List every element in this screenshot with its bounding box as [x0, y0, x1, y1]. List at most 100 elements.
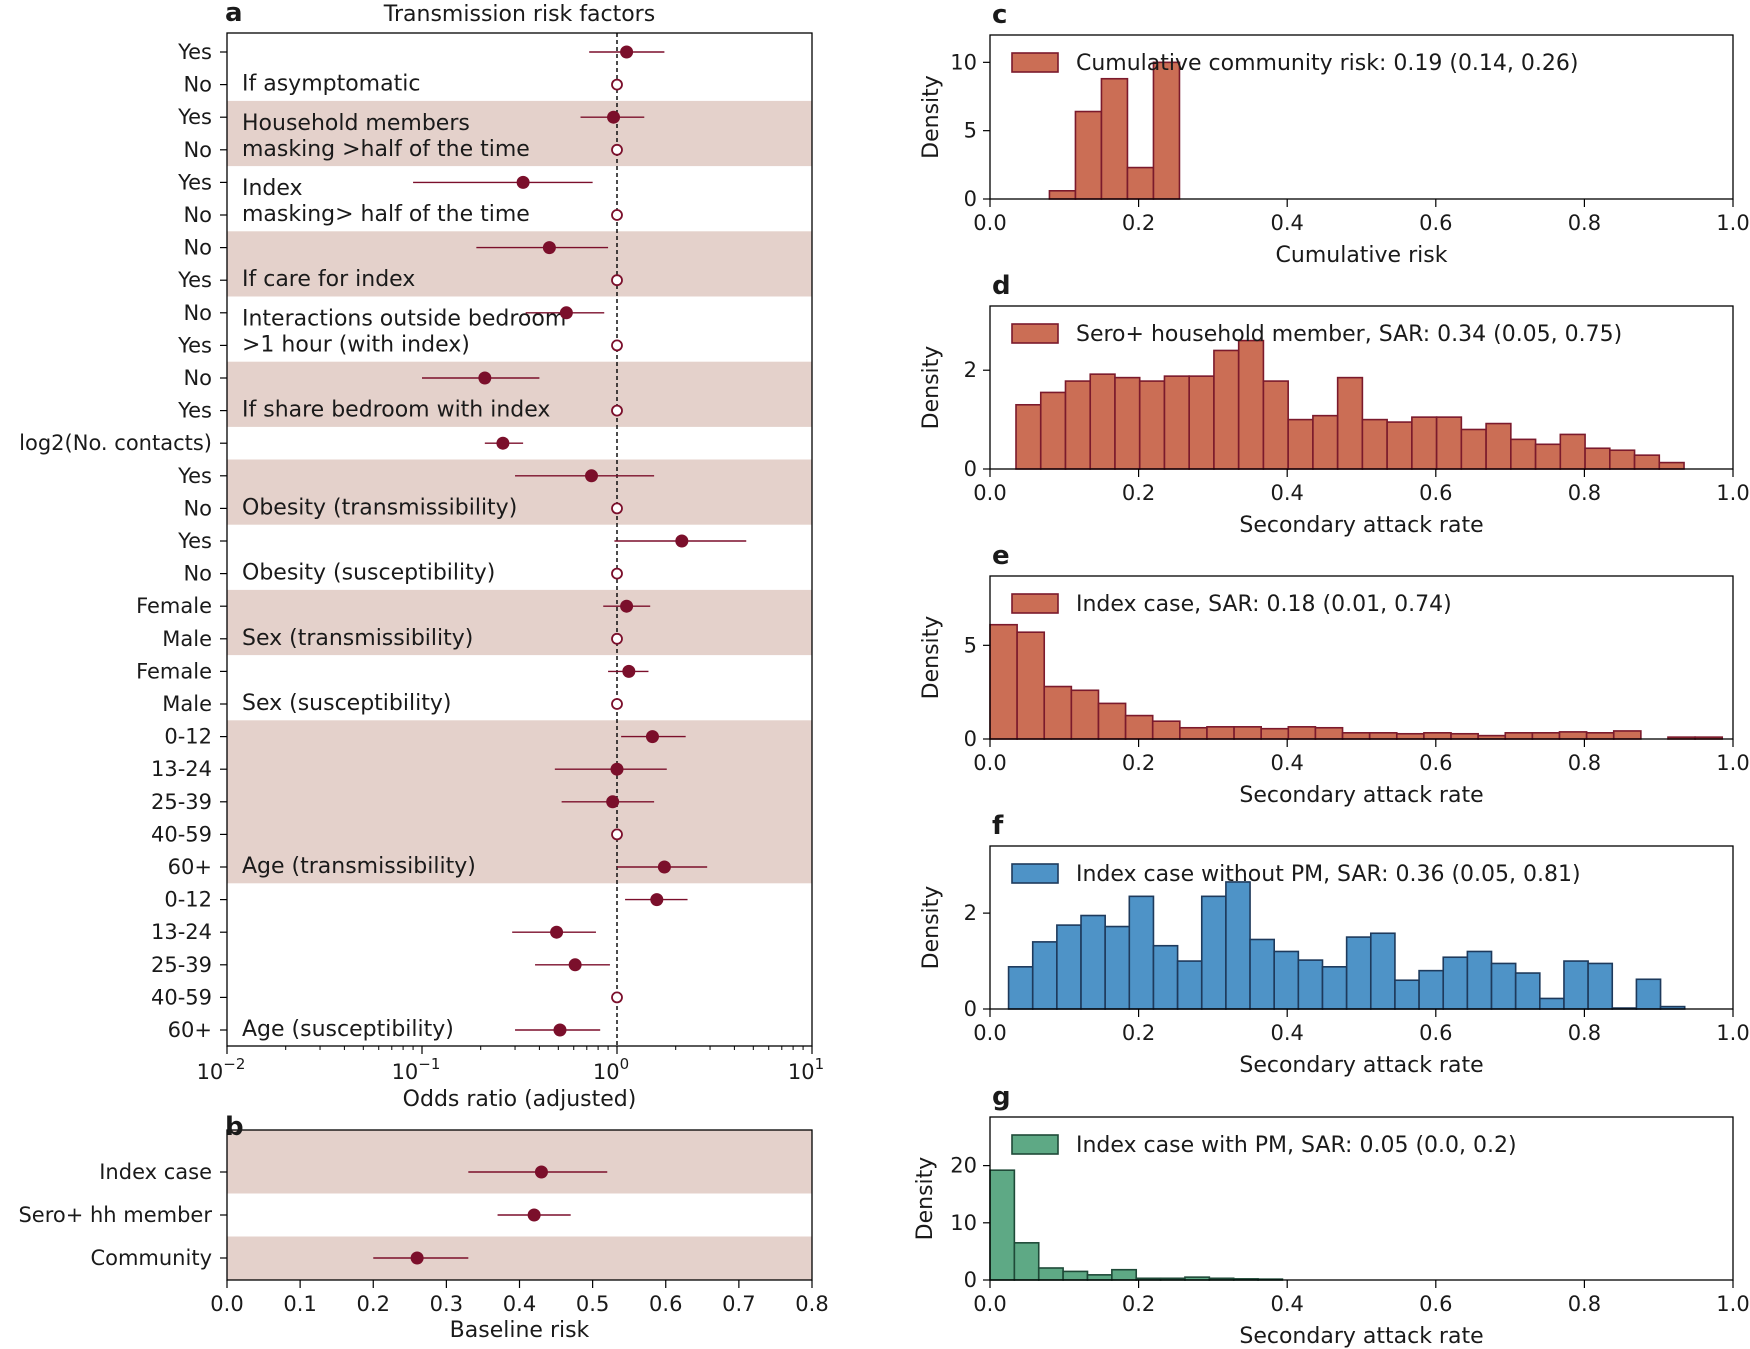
- x-axis-title: Odds ratio (adjusted): [403, 1087, 637, 1112]
- y-tick-label: 10: [950, 50, 977, 74]
- group-label-line: Obesity (transmissibility): [242, 495, 517, 520]
- x-tick-label: 0.4: [1270, 1021, 1303, 1045]
- histogram-bar: [1126, 166, 1155, 200]
- histogram-bar: [1563, 960, 1589, 1010]
- panel-e-histogram: 0 5 0.0 0.2 0.4 0.6 0.8 1.0 Secondary attack rat…: [919, 541, 1750, 808]
- reference-point: [611, 143, 623, 156]
- legend-label: Index case with PM, SAR: 0.05 (0.0, 0.2): [1076, 1133, 1517, 1158]
- panel-g-histogram: 0 10 20 0.0 0.2 0.4 0.6 0.8 1.0 Secondary attack …: [913, 1082, 1750, 1349]
- group-label: Index masking> half of the time: [242, 176, 530, 227]
- estimate-point: [516, 175, 530, 189]
- row-label: No: [183, 562, 212, 586]
- histogram-bar: [1124, 714, 1154, 740]
- group-label: If asymptomatic: [242, 72, 420, 97]
- reference-point: [611, 502, 623, 515]
- histogram-bar: [1450, 732, 1479, 740]
- histogram-bar: [1249, 938, 1275, 1010]
- histogram-bar: [1013, 1242, 1040, 1281]
- row-label: 0-12: [164, 888, 212, 912]
- group-band: [227, 100, 812, 167]
- row-label: 0-12: [164, 725, 212, 749]
- y-tick-label: 5: [964, 119, 977, 143]
- histogram-bar: [1466, 950, 1493, 1010]
- x-tick-label: 0.8: [1568, 1292, 1601, 1316]
- histogram-bar: [1260, 727, 1290, 740]
- x-axis-title: Cumulative risk: [1276, 243, 1448, 268]
- x-tick-label: 10−2: [197, 1055, 246, 1084]
- row-label: Yes: [177, 399, 212, 423]
- row-label: No: [183, 366, 212, 390]
- estimate-point: [650, 893, 664, 907]
- row-label: 60+: [168, 855, 212, 879]
- histogram-bar: [1287, 418, 1314, 470]
- tick-exponent: −1: [418, 1055, 440, 1073]
- x-tick-label: 0.5: [576, 1292, 609, 1316]
- histogram-bar: [1336, 376, 1364, 470]
- legend-label: Sero+ household member, SAR: 0.34 (0.05,…: [1076, 322, 1622, 347]
- group-label-line: Sex (transmissibility): [242, 626, 473, 651]
- histogram-bar: [1312, 414, 1339, 470]
- legend-swatch: [1011, 863, 1059, 884]
- histogram-bar: [1070, 689, 1100, 740]
- estimate-point: [622, 664, 636, 678]
- histogram-bar: [1114, 376, 1141, 470]
- estimate-point: [496, 436, 510, 450]
- x-tick-label: 0.0: [973, 751, 1006, 775]
- tick-exponent: 0: [620, 1055, 630, 1073]
- x-tick-label: 0.4: [1270, 751, 1303, 775]
- group-label: Obesity (susceptibility): [242, 561, 495, 586]
- x-tick-label: 0.8: [1568, 481, 1601, 505]
- histogram-bar: [1048, 190, 1077, 200]
- row-label: Yes: [177, 464, 212, 488]
- group-label-line: Age (susceptibility): [242, 1017, 454, 1042]
- row-label: No: [183, 301, 212, 325]
- histogram-bar: [1514, 972, 1541, 1010]
- group-label: Household members masking >half of the ti…: [242, 111, 530, 162]
- histogram-bar: [989, 623, 1018, 740]
- y-tick-label: 20: [950, 1154, 977, 1178]
- x-tick-label: 1.0: [1716, 1021, 1749, 1045]
- reference-point: [611, 274, 623, 287]
- group-label-line: masking> half of the time: [242, 202, 530, 227]
- group-band: [227, 459, 812, 525]
- histogram-bar: [1558, 731, 1588, 740]
- x-tick-label: 1.0: [1716, 481, 1749, 505]
- row-label: 40-59: [151, 985, 212, 1009]
- plot-frame: [989, 845, 1734, 1010]
- x-tick-label: 0.8: [1568, 751, 1601, 775]
- histogram-bar: [1297, 959, 1324, 1010]
- histogram-bar: [1097, 702, 1127, 740]
- x-tick-label: 1.0: [1716, 751, 1749, 775]
- estimate-point: [657, 860, 671, 874]
- histogram-bar: [1584, 447, 1611, 470]
- histogram-bar: [1089, 373, 1116, 470]
- histogram-bar: [1179, 726, 1208, 740]
- panel-letter: b: [225, 1112, 244, 1142]
- histogram-bar: [1635, 978, 1662, 1010]
- row-label: 60+: [168, 1018, 212, 1042]
- row-label: No: [183, 203, 212, 227]
- x-tick-label: 0.2: [1122, 1292, 1155, 1316]
- panel-letter: c: [992, 0, 1007, 30]
- panel-letter: e: [992, 541, 1010, 571]
- x-tick-label: 1.0: [1716, 211, 1749, 235]
- row-label: Male: [162, 692, 212, 716]
- estimate-point: [606, 795, 620, 809]
- y-axis-title: Density: [919, 886, 944, 970]
- histogram-bar: [1368, 732, 1398, 740]
- reference-point: [611, 632, 623, 645]
- x-tick-label: 0.6: [1419, 1021, 1452, 1045]
- tick-base: 10: [593, 1060, 620, 1084]
- x-tick-label: 0.6: [1419, 481, 1452, 505]
- histogram-bar: [1188, 375, 1215, 470]
- y-tick-label: 0: [964, 1268, 977, 1292]
- row-label: 25-39: [151, 953, 212, 977]
- x-tick-label: 0.0: [210, 1292, 243, 1316]
- legend-swatch: [1011, 52, 1059, 73]
- reference-point: [611, 698, 623, 710]
- panel-letter: g: [992, 1082, 1011, 1112]
- histogram-bar: [1534, 443, 1562, 470]
- histogram-bar: [1111, 1268, 1138, 1281]
- x-tick-label: 0.2: [1122, 751, 1155, 775]
